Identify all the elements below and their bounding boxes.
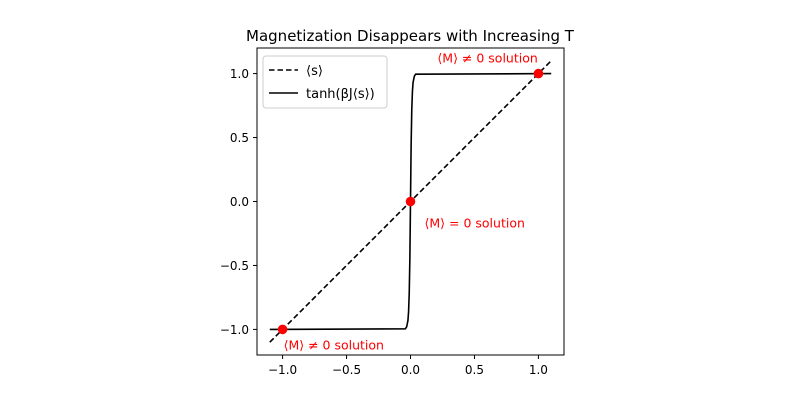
legend-box [262, 55, 388, 109]
solution-annotation: ⟨M⟩ = 0 solution [425, 216, 525, 231]
y-tick-label: −0.5 [220, 259, 249, 273]
y-tick-label: −1.0 [220, 323, 249, 337]
annotations: ⟨M⟩ ≠ 0 solution ⟨M⟩ = 0 solution ⟨M⟩ ≠ 0 … [284, 51, 538, 353]
x-tick-label: 0.5 [465, 363, 484, 377]
solution-point [277, 324, 288, 335]
x-tick-label: 1.0 [529, 363, 548, 377]
legend-label-tanh: tanh(βJ⟨s⟩) [306, 87, 375, 102]
x-tick-label: −1.0 [268, 363, 297, 377]
solution-annotation: ⟨M⟩ ≠ 0 solution [437, 51, 537, 66]
y-tick-label: 1.0 [230, 67, 249, 81]
y-tick-label: 0.0 [230, 195, 249, 209]
axis-ticks: −1.0 −0.5 0.0 0.5 1.0 −1.0 −0.5 0.0 0.5 1.0 [220, 67, 548, 377]
solution-annotation: ⟨M⟩ ≠ 0 solution [284, 337, 384, 352]
legend-label-s: ⟨s⟩ [306, 64, 323, 79]
x-tick-label: 0.0 [401, 363, 420, 377]
x-tick-label: −0.5 [332, 363, 361, 377]
legend: ⟨s⟩ tanh(βJ⟨s⟩) [262, 55, 388, 109]
chart-title: Magnetization Disappears with Increasing… [246, 27, 575, 45]
solution-point [533, 68, 544, 79]
solution-point [405, 196, 416, 207]
plot-area [269, 60, 552, 343]
y-tick-label: 0.5 [230, 131, 249, 145]
